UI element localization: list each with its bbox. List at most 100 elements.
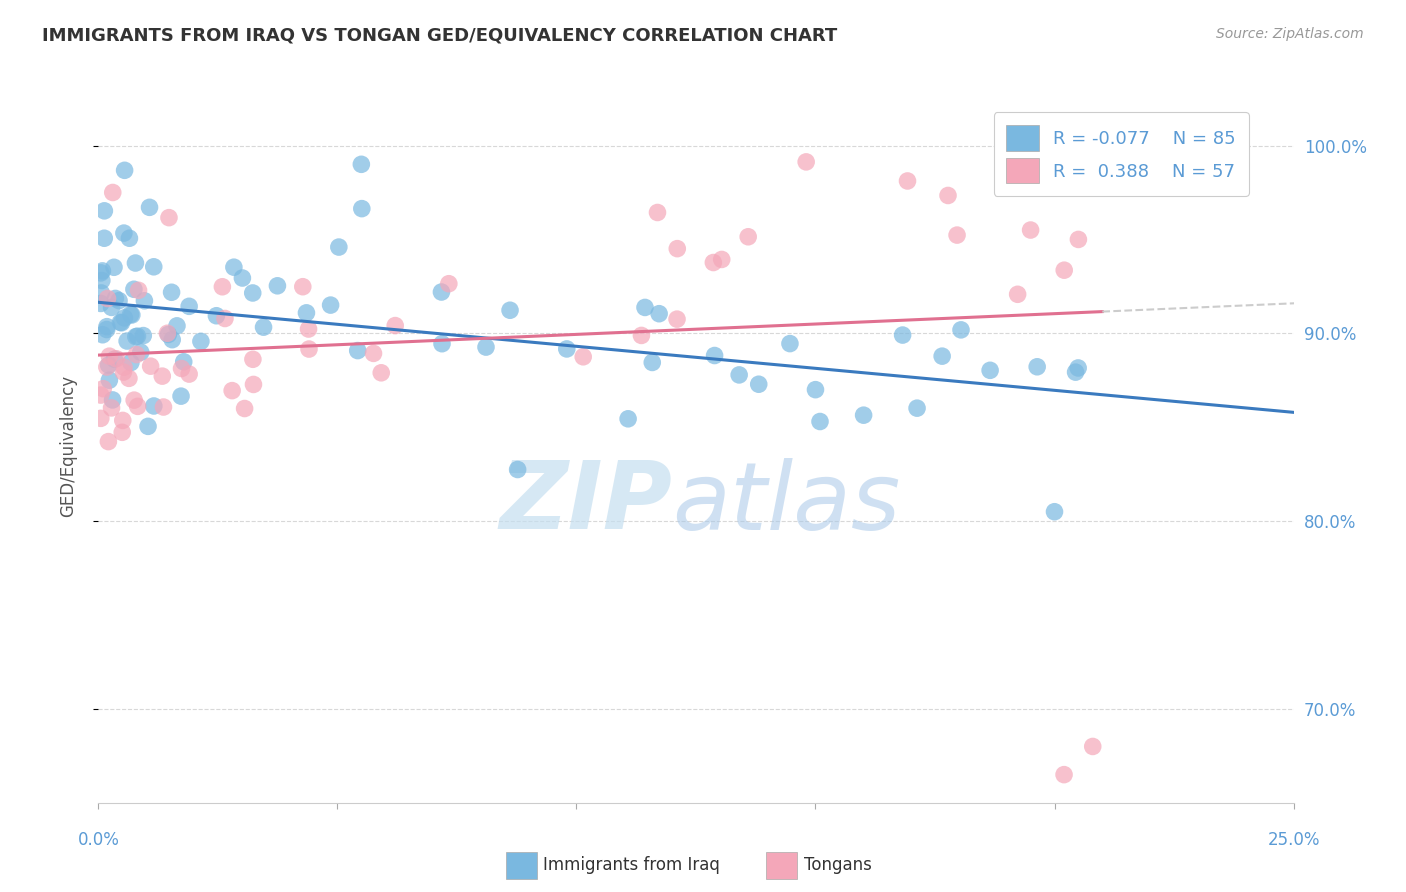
Text: Source: ZipAtlas.com: Source: ZipAtlas.com bbox=[1216, 27, 1364, 41]
Point bbox=[233, 401, 256, 416]
Point bbox=[98, 349, 121, 363]
Point bbox=[134, 293, 156, 308]
Point bbox=[132, 328, 155, 343]
Point bbox=[150, 369, 173, 384]
Point bbox=[205, 309, 228, 323]
Point bbox=[103, 260, 125, 275]
Point bbox=[979, 363, 1001, 377]
Point bbox=[242, 352, 264, 367]
Point bbox=[129, 345, 152, 359]
Point bbox=[152, 400, 174, 414]
Text: ZIP: ZIP bbox=[499, 457, 672, 549]
Point bbox=[118, 231, 141, 245]
Point bbox=[666, 242, 689, 256]
Point bbox=[121, 308, 143, 322]
Point bbox=[891, 328, 914, 343]
Point bbox=[641, 355, 664, 369]
Point bbox=[90, 266, 112, 280]
Point bbox=[295, 306, 318, 320]
Point bbox=[499, 303, 522, 318]
Point bbox=[96, 322, 118, 336]
Point bbox=[297, 322, 319, 336]
Point bbox=[98, 373, 121, 387]
Point bbox=[506, 462, 529, 476]
Text: Tongans: Tongans bbox=[804, 856, 872, 874]
Point bbox=[222, 260, 245, 275]
Point bbox=[702, 255, 724, 269]
Point bbox=[96, 292, 118, 306]
Point bbox=[1067, 361, 1090, 376]
Point bbox=[124, 256, 146, 270]
Point bbox=[90, 411, 112, 425]
Point bbox=[808, 415, 831, 429]
Point bbox=[630, 328, 652, 343]
Point bbox=[666, 312, 689, 326]
Point bbox=[101, 186, 124, 200]
Text: atlas: atlas bbox=[672, 458, 900, 549]
Point bbox=[105, 351, 128, 366]
Point bbox=[120, 355, 142, 369]
Point bbox=[950, 323, 973, 337]
Point bbox=[1007, 287, 1029, 301]
Point bbox=[112, 365, 135, 379]
Point bbox=[190, 334, 212, 349]
Point bbox=[111, 425, 134, 440]
Point bbox=[160, 333, 183, 347]
Point bbox=[1026, 359, 1049, 374]
Point bbox=[328, 240, 350, 254]
Point bbox=[139, 359, 162, 374]
Point bbox=[370, 366, 392, 380]
Point bbox=[214, 311, 236, 326]
Point bbox=[231, 271, 253, 285]
Point bbox=[156, 326, 179, 341]
Point bbox=[572, 350, 595, 364]
Point bbox=[111, 413, 134, 427]
Point bbox=[122, 393, 145, 408]
Point bbox=[242, 377, 264, 392]
Point bbox=[737, 229, 759, 244]
Point bbox=[90, 388, 112, 402]
Point bbox=[475, 340, 498, 354]
Point bbox=[100, 301, 122, 315]
Point bbox=[319, 298, 342, 312]
Point bbox=[1053, 767, 1076, 781]
Point bbox=[142, 260, 165, 274]
Point bbox=[931, 349, 953, 363]
Point bbox=[648, 307, 671, 321]
Point bbox=[179, 367, 201, 381]
Point bbox=[122, 282, 145, 296]
Point bbox=[90, 285, 112, 300]
Text: IMMIGRANTS FROM IRAQ VS TONGAN GED/EQUIVALENCY CORRELATION CHART: IMMIGRANTS FROM IRAQ VS TONGAN GED/EQUIV… bbox=[42, 27, 838, 45]
Point bbox=[90, 296, 112, 310]
Point bbox=[96, 319, 118, 334]
Point bbox=[112, 226, 135, 240]
Point bbox=[896, 174, 918, 188]
Point bbox=[946, 228, 969, 243]
Point bbox=[108, 293, 131, 308]
Point bbox=[804, 383, 827, 397]
Point bbox=[166, 318, 188, 333]
Point bbox=[125, 329, 148, 343]
Point bbox=[1019, 223, 1042, 237]
Point bbox=[779, 336, 801, 351]
Point bbox=[101, 392, 124, 407]
Point bbox=[112, 360, 135, 375]
Point bbox=[125, 348, 148, 362]
Text: 0.0%: 0.0% bbox=[77, 831, 120, 849]
Text: 25.0%: 25.0% bbox=[1267, 831, 1320, 849]
Point bbox=[266, 278, 288, 293]
Point bbox=[110, 315, 132, 329]
Point bbox=[350, 157, 373, 171]
Point bbox=[173, 355, 195, 369]
Y-axis label: GED/Equivalency: GED/Equivalency bbox=[59, 375, 77, 517]
Point bbox=[97, 434, 120, 449]
Point bbox=[91, 264, 114, 278]
Point bbox=[647, 205, 669, 219]
Point bbox=[97, 358, 120, 372]
Point bbox=[127, 400, 149, 414]
Point bbox=[936, 188, 959, 202]
Point bbox=[103, 352, 125, 367]
Point bbox=[437, 277, 460, 291]
Point bbox=[1064, 365, 1087, 379]
Point bbox=[728, 368, 751, 382]
